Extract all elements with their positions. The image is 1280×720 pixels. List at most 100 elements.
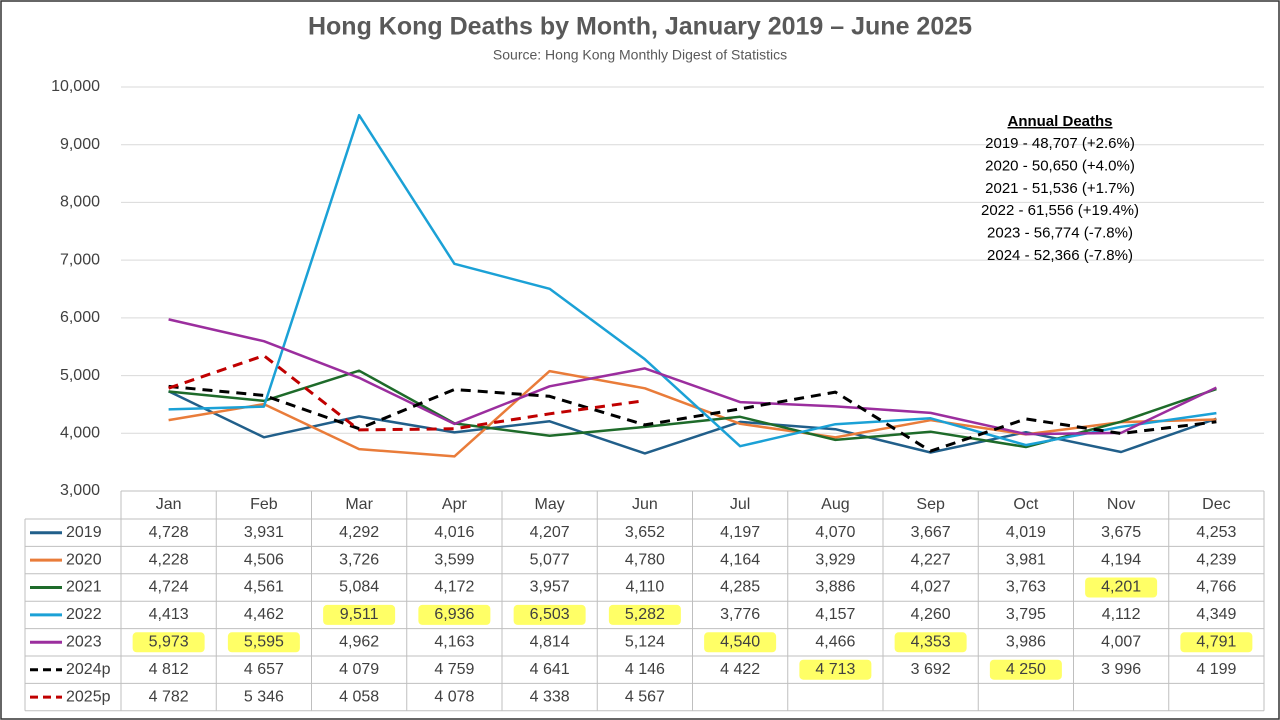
- table-cell: 5,084: [339, 579, 379, 596]
- legend-label: 2023: [66, 634, 102, 651]
- table-cell: 3,763: [1006, 579, 1046, 596]
- table-cell: 4,201: [1101, 579, 1141, 596]
- legend-label: 2020: [66, 551, 102, 568]
- table-cell: 4 078: [434, 688, 474, 705]
- table-cell: 4,207: [530, 524, 570, 541]
- highlight: [132, 632, 205, 653]
- y-tick-label: 6,000: [60, 309, 100, 326]
- highlight: [989, 659, 1062, 680]
- table-cell: 4,007: [1101, 634, 1141, 651]
- x-tick-label: Jan: [156, 496, 182, 513]
- table-cell: 5,282: [625, 606, 665, 623]
- table-cell: 4 782: [149, 688, 189, 705]
- table-cell: 4 146: [625, 661, 665, 678]
- series-line: [168, 369, 1217, 458]
- table-cell: 3 996: [1101, 661, 1141, 678]
- table-cell: 4,110: [625, 579, 664, 596]
- legend-label: 2019: [66, 524, 102, 541]
- table-cell: 4,506: [244, 551, 284, 568]
- highlight: [513, 604, 586, 625]
- table-cell: 4 079: [339, 661, 379, 678]
- table-cell: 4,112: [1102, 606, 1141, 623]
- table-cell: 4,413: [149, 606, 189, 623]
- highlight: [894, 632, 967, 653]
- table-cell: 4,791: [1196, 634, 1236, 651]
- table-cell: 4,349: [1196, 606, 1236, 623]
- table-cell: 4,197: [720, 524, 760, 541]
- table-cell: 3,795: [1006, 606, 1046, 623]
- legend-label: 2022: [66, 606, 102, 623]
- table-cell: 3,652: [625, 524, 665, 541]
- table-cell: 4,728: [149, 524, 189, 541]
- annotation-line: 2021 - 51,536 (+1.7%): [985, 180, 1135, 197]
- y-tick-label: 4,000: [60, 425, 100, 442]
- legend-label: 2025p: [66, 688, 111, 705]
- y-tick-label: 10,000: [51, 78, 100, 95]
- table-cell: 5,595: [244, 634, 284, 651]
- x-tick-label: Aug: [821, 496, 849, 513]
- table-cell: 4 338: [530, 688, 570, 705]
- table-cell: 3 692: [911, 661, 951, 678]
- table-cell: 3,981: [1006, 551, 1046, 568]
- table-cell: 6,936: [434, 606, 474, 623]
- table-cell: 4 058: [339, 688, 379, 705]
- table-cell: 4 641: [530, 661, 570, 678]
- table-cell: 4,814: [530, 634, 570, 651]
- table-cell: 4,163: [434, 634, 474, 651]
- table-cell: 3,957: [530, 579, 570, 596]
- x-tick-label: Jun: [632, 496, 658, 513]
- table-cell: 4,540: [720, 634, 760, 651]
- chart-subtitle: Source: Hong Kong Monthly Digest of Stat…: [493, 47, 787, 63]
- table-cell: 4,164: [720, 551, 760, 568]
- annotation-title: Annual Deaths: [1007, 113, 1112, 130]
- legend-label: 2024p: [66, 661, 111, 678]
- x-tick-label: Dec: [1202, 496, 1230, 513]
- table-cell: 4,561: [244, 579, 284, 596]
- table-cell: 6,503: [530, 606, 570, 623]
- annotation-line: 2024 - 52,366 (-7.8%): [987, 247, 1133, 264]
- table-cell: 4 657: [244, 661, 284, 678]
- table-cell: 3,599: [434, 551, 474, 568]
- table-cell: 4 250: [1006, 661, 1046, 678]
- table-cell: 5,973: [149, 634, 189, 651]
- legend-label: 2021: [66, 579, 102, 596]
- highlight: [323, 604, 396, 625]
- x-tick-label: Apr: [442, 496, 468, 513]
- y-tick-label: 3,000: [60, 482, 100, 499]
- table-cell: 5,077: [530, 551, 570, 568]
- annotation-line: 2022 - 61,556 (+19.4%): [981, 202, 1139, 219]
- table-cell: 4,766: [1196, 579, 1236, 596]
- highlight: [608, 604, 681, 625]
- highlight: [799, 659, 872, 680]
- chart-title: Hong Kong Deaths by Month, January 2019 …: [308, 13, 972, 41]
- table-cell: 4 713: [815, 661, 855, 678]
- highlight: [418, 604, 491, 625]
- y-tick-label: 9,000: [60, 136, 100, 153]
- x-tick-label: Feb: [250, 496, 278, 513]
- highlight: [227, 632, 300, 653]
- y-tick-label: 7,000: [60, 251, 100, 268]
- highlight: [704, 632, 777, 653]
- table-cell: 4,353: [911, 634, 951, 651]
- x-tick-label: Sep: [916, 496, 945, 513]
- table-cell: 4,260: [911, 606, 951, 623]
- table-cell: 4,239: [1196, 551, 1236, 568]
- x-tick-label: Jul: [730, 496, 750, 513]
- annotation-line: 2023 - 56,774 (-7.8%): [987, 225, 1133, 242]
- table-cell: 3,667: [911, 524, 951, 541]
- table-cell: 4 812: [149, 661, 189, 678]
- table-cell: 4,462: [244, 606, 284, 623]
- table-cell: 4,172: [434, 579, 474, 596]
- table-cell: 3,931: [244, 524, 284, 541]
- table-cell: 3,886: [815, 579, 855, 596]
- table-cell: 9,511: [340, 606, 379, 623]
- series-line: [168, 384, 1217, 453]
- table-cell: 4,292: [339, 524, 379, 541]
- table-cell: 3,929: [815, 551, 855, 568]
- table-cell: 4,285: [720, 579, 760, 596]
- x-tick-label: Mar: [345, 496, 373, 513]
- table-cell: 3,986: [1006, 634, 1046, 651]
- table-cell: 4,019: [1006, 524, 1046, 541]
